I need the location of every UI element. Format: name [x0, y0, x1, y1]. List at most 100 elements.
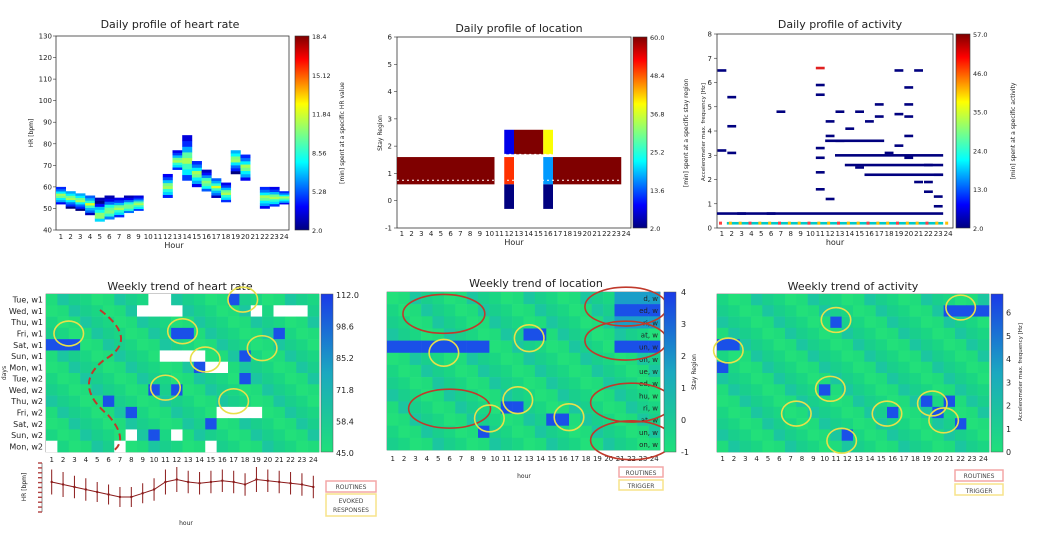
hr-daily-cell [162, 194, 173, 198]
hr-weekly-cell [250, 406, 263, 419]
hr-daily-cell [114, 214, 125, 218]
act-weekly-cell [728, 406, 740, 419]
act-weekly-colorbar [990, 293, 1004, 453]
loc-weekly-cell [443, 328, 456, 341]
hr-daily-cell [211, 178, 222, 181]
act-daily-xticks: 1 2 3 4 5 6 7 8 9 10 11 12 13 14 15 16 17 18 19 20 21 22 23 24 [720, 230, 953, 238]
act-weekly-cell [955, 316, 967, 329]
loc-weekly-cell [557, 377, 570, 390]
hr-daily-cell [269, 191, 280, 195]
act-weekly-cell [796, 350, 808, 363]
hr-daily-cell [85, 210, 96, 213]
hr-daily-colorbar-label: [min] spent at a specific HR value [339, 82, 346, 184]
hr-weekly-cell [102, 305, 115, 317]
loc-weekly-cell [580, 316, 593, 329]
loc-daily-ylabel: Stay Region [377, 115, 384, 151]
act-daily-hotspot [846, 221, 850, 225]
act-daily-cbtick: 13.0 [973, 186, 987, 194]
act-weekly-cell [864, 418, 876, 430]
hr-weekly-cell [205, 440, 217, 453]
hr-weekly-row-label: Sat, w1 [13, 341, 43, 350]
hr-daily-cell [94, 209, 105, 213]
hr-daily-cell [269, 194, 280, 197]
hr-weekly-cell [68, 327, 81, 340]
act-weekly-cell [932, 339, 944, 351]
act-weekly-cell [887, 327, 899, 340]
act-weekly-cell [909, 316, 922, 329]
act-weekly-cell [841, 395, 854, 408]
hr-weekly-cell [216, 440, 229, 453]
hr-weekly-cell [273, 339, 286, 351]
loc-weekly-cell [398, 328, 411, 341]
hr-weekly-cell [80, 316, 92, 329]
loc-daily-xtick: 9 [478, 230, 482, 238]
loc-weekly-cell [614, 328, 627, 341]
loc-daily-xtick: 1 [400, 230, 404, 238]
loc-weekly-trigger-ellipse [502, 385, 534, 415]
hr-weekly-cell [262, 373, 274, 385]
act-weekly-xtick: 11 [832, 455, 841, 463]
loc-weekly-cell [648, 328, 661, 341]
hr-daily-cell [279, 192, 290, 195]
hr-weekly-xtick: 21 [275, 456, 284, 464]
act-weekly-cell [955, 384, 967, 396]
hr-weekly-cell [91, 316, 104, 329]
act-weekly-cell [875, 384, 888, 396]
loc-weekly-cell [478, 316, 490, 329]
loc-weekly-row-label: hu, w [639, 392, 658, 400]
hr-weekly-cell [114, 418, 126, 430]
hr-weekly-cell [296, 327, 308, 340]
loc-weekly-cell [432, 352, 445, 366]
act-weekly-cell [762, 406, 774, 419]
hr-weekly-cell [102, 327, 115, 340]
act-weekly-cell [728, 429, 740, 442]
act-daily-segment [933, 204, 943, 208]
hr-weekly-row-label: Tue, w1 [12, 296, 43, 305]
loc-weekly-cell [625, 425, 638, 439]
act-weekly-cbtick: 2 [1006, 402, 1011, 411]
act-weekly-cell [785, 429, 797, 442]
act-daily-hotspot [866, 221, 870, 225]
hr-daily-ytick: 120 [39, 54, 52, 62]
act-weekly-cell [739, 406, 752, 419]
hr-daily-cell [230, 156, 241, 160]
hr-weekly-cell [250, 361, 263, 374]
act-weekly-cell [943, 395, 956, 408]
hr-weekly-cell [205, 361, 217, 374]
hr-weekly-cell [68, 305, 81, 317]
loc-weekly-cell [455, 401, 467, 414]
hr-daily-cell [104, 204, 115, 208]
hr-weekly-cell [148, 339, 161, 351]
hr-daily-cell [221, 199, 232, 203]
hr-daily-cell [240, 164, 251, 168]
loc-weekly-cell [500, 292, 513, 305]
act-weekly-cell [887, 350, 899, 363]
hr-weekly-cell [137, 395, 149, 408]
loc-weekly-cell [398, 401, 411, 414]
act-weekly-cell [977, 339, 990, 351]
loc-weekly-cell [591, 401, 604, 414]
loc-weekly-cell [591, 292, 604, 305]
hr-daily-cell [230, 168, 241, 172]
act-weekly-cell [796, 440, 808, 453]
loc-daily-cell [397, 157, 495, 185]
loc-weekly-cell [625, 364, 638, 378]
act-weekly-cell [955, 305, 967, 317]
act-weekly-cell [717, 339, 729, 351]
hr-weekly-xtick: 22 [286, 456, 295, 464]
loc-weekly-cell [534, 304, 547, 317]
act-weekly-cell [955, 418, 967, 430]
hr-weekly-cell [239, 373, 252, 385]
hr-daily-cell [123, 208, 134, 211]
act-daily-xtick: 4 [749, 230, 754, 238]
hr-weekly-cbtick: 71.8 [336, 386, 354, 395]
loc-weekly-cell [443, 401, 456, 414]
hr-weekly-cell [137, 384, 149, 396]
hr-daily-cell [162, 182, 173, 187]
act-weekly-cell [717, 373, 729, 385]
hr-weekly-cell [148, 327, 161, 340]
act-weekly-xticks: 1 2 3 4 5 6 7 8 9 10 11 12 13 14 15 16 17 18 19 20 21 22 23 24 [720, 455, 988, 463]
act-weekly-cell [796, 384, 808, 396]
hr-weekly-cell [46, 429, 58, 442]
act-weekly-xtick: 2 [732, 455, 736, 463]
